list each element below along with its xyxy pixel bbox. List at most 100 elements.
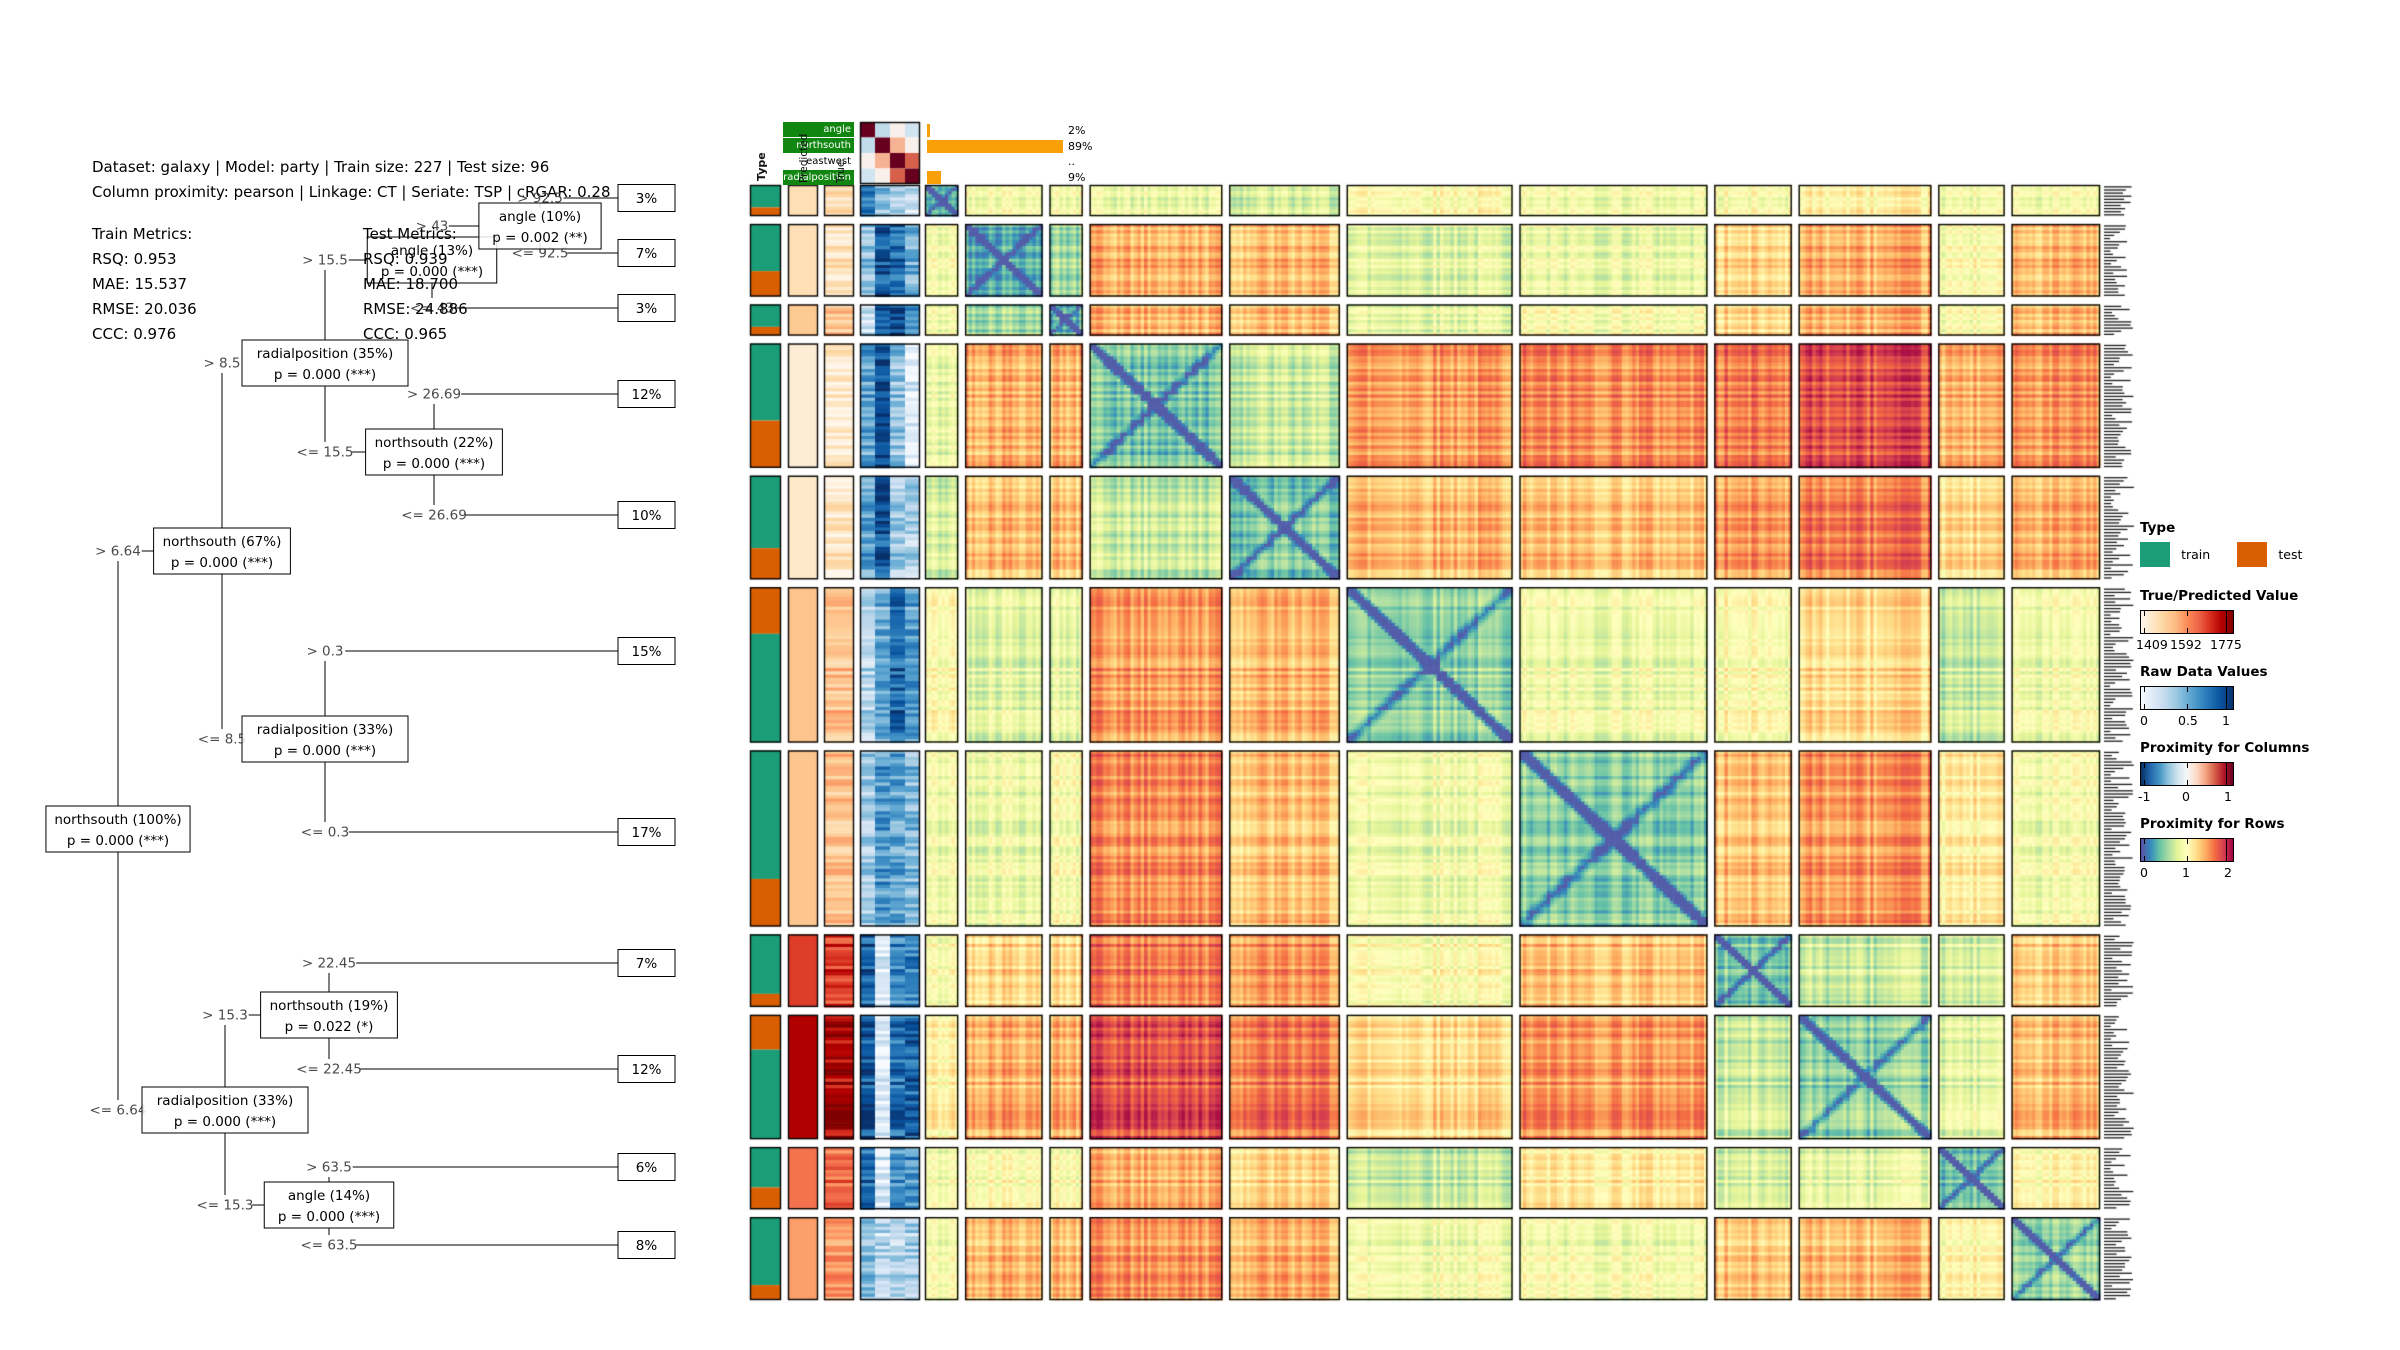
colorbar-tick — [2187, 611, 2188, 616]
test-swatch — [2237, 542, 2268, 567]
tree-node-pvalue: p = 0.022 (*) — [285, 1019, 374, 1035]
importance-bars — [927, 124, 1064, 186]
tree-node-label: angle (10%) — [499, 209, 581, 225]
tree-node-label: northsouth (100%) — [54, 812, 181, 828]
tree-leaf-7 — [617, 949, 676, 977]
tree-node-pvalue: p = 0.000 (***) — [67, 833, 169, 849]
colorbar-tick — [2225, 704, 2227, 709]
importance-label-eastwest: .. — [1068, 155, 1075, 169]
colorbar-tick — [2225, 628, 2227, 633]
variable-name-angle: angle — [783, 122, 854, 137]
raw-tick-min: 0 — [2140, 713, 2148, 728]
decision-tree-svg: > 6.64 <= 6.64 > 8.5 <= 8.5 > 15.5 <= 15.5 > 4… — [45, 184, 676, 1259]
colorbar-tick — [2225, 780, 2227, 785]
tree-edge-label: > 8.5 — [203, 356, 240, 372]
colorbar-tick — [2225, 856, 2227, 861]
tree-node-label: angle (14%) — [288, 1188, 370, 1204]
legend-proxrow: Proximity for Rows 0 1 2 — [2140, 816, 2340, 881]
colorbar-tick — [2187, 839, 2188, 844]
train-metrics: Train Metrics: RSQ: 0.953 MAE: 15.537 RM… — [92, 222, 197, 347]
test-metrics: Test Metrics: RSQ: 0.939 MAE: 18.700 RMS… — [363, 222, 468, 347]
test-metric-ccc: CCC: 0.965 — [363, 325, 448, 343]
tree-node-pvalue: p = 0.000 (***) — [278, 1209, 380, 1225]
tree-node-label: northsouth (67%) — [163, 534, 282, 550]
tree-node-pvalue: p = 0.000 (***) — [171, 555, 273, 571]
tree-edge-label: > 6.64 — [95, 544, 141, 560]
importance-bar-northsouth — [927, 139, 1064, 153]
tree-node-label: northsouth (22%) — [375, 435, 494, 451]
variable-name-northsouth: northsouth — [783, 138, 854, 153]
tree-node-ns22 — [365, 428, 503, 476]
variable-name-eastwest: eastwest — [783, 154, 854, 169]
colorbar-tick — [2225, 611, 2227, 633]
tree-leaf-5 — [617, 637, 676, 665]
value-tick-min: 1409 — [2136, 637, 2168, 652]
train-swatch — [2140, 542, 2170, 567]
tree-leaf-pct: 12% — [631, 1062, 661, 1078]
tree-node-angle10 — [478, 202, 602, 250]
tree-edge-label: <= 15.3 — [197, 1198, 254, 1214]
train-label: train — [2181, 547, 2211, 562]
importance-label-radialposition: 9% — [1068, 170, 1086, 184]
legend-proxrow-title: Proximity for Rows — [2140, 816, 2285, 832]
test-metric-rmse: RMSE: 24.886 — [363, 300, 468, 318]
heatmap-canvas — [748, 118, 2140, 1308]
legend-type-title: Type — [2140, 520, 2176, 536]
legend-raw-title: Raw Data Values — [2140, 664, 2268, 680]
tree-leaf-3 — [617, 380, 676, 408]
test-label: test — [2278, 547, 2303, 562]
tree-node-pvalue: p = 0.000 (***) — [381, 264, 483, 280]
test-metrics-title: Test Metrics: — [363, 225, 457, 243]
tree-node-pvalue: p = 0.000 (***) — [174, 1114, 276, 1130]
tree-leaf-pct: 10% — [631, 508, 661, 524]
train-metric-rmse: RMSE: 20.036 — [92, 300, 197, 318]
tree-edge-label: <= 26.69 — [401, 508, 467, 524]
tree-node-angle14 — [263, 1181, 395, 1229]
tree-node-ns19 — [260, 991, 398, 1039]
test-metric-mae: MAE: 18.700 — [363, 275, 458, 293]
tree-node-label: radialposition (33%) — [257, 722, 393, 738]
colorbar-tick — [2187, 628, 2188, 633]
legend-proxcol: Proximity for Columns -1 0 1 — [2138, 740, 2340, 805]
colorbar-tick — [2143, 704, 2145, 709]
legend-raw: Raw Data Values 0 0.5 1 — [2140, 664, 2340, 729]
tree-edge-label: <= 43 — [410, 301, 454, 317]
tree-leaf-9 — [617, 1153, 676, 1181]
tree-node-root — [45, 805, 191, 853]
tree-leaf-pct: 8% — [636, 1238, 658, 1254]
tree-node-pvalue: p = 0.002 (**) — [492, 230, 587, 246]
colorbar-tick — [2143, 839, 2145, 844]
tree-node-label: radialposition (35%) — [257, 346, 393, 362]
legend-value: True/Predicted Value 1409 1592 1775 — [2136, 588, 2340, 653]
tree-leaf-pct: 3% — [636, 301, 658, 317]
legend-proxcol-title: Proximity for Columns — [2140, 740, 2310, 756]
tree-leaf-1 — [617, 239, 676, 267]
tree-leaf-pct: 3% — [636, 191, 658, 207]
train-metric-mae: MAE: 15.537 — [92, 275, 187, 293]
proxrow-colorbar — [2140, 838, 2234, 862]
proxrow-tick-mid: 1 — [2182, 865, 2190, 880]
colorbar-tick — [2225, 763, 2227, 785]
tree-edge-label: <= 22.45 — [296, 1062, 362, 1078]
tree-node-angle13 — [366, 236, 498, 284]
tree-node-pvalue: p = 0.000 (***) — [274, 367, 376, 383]
importance-label-northsouth: 89% — [1068, 139, 1093, 153]
tree-node-pvalue: p = 0.000 (***) — [383, 456, 485, 472]
tree-node-label: angle (13%) — [391, 243, 473, 259]
tree-leaf-4 — [617, 501, 676, 529]
train-metric-ccc: CCC: 0.976 — [92, 325, 177, 343]
tree-leaf-8 — [617, 1055, 676, 1083]
tree-leaf-pct: 15% — [631, 644, 661, 660]
proxcol-colorbar — [2140, 762, 2234, 786]
tree-node-rp33b — [141, 1086, 309, 1134]
colorbar-tick — [2187, 687, 2188, 692]
tree-edge-label: <= 8.5 — [198, 732, 246, 748]
legend-type: Type train test — [2140, 520, 2340, 567]
tree-leaf-pct: 17% — [631, 825, 661, 841]
tree-node-label: northsouth (19%) — [270, 998, 389, 1014]
importance-labels: 2% 89%.. 9% — [1068, 124, 1092, 186]
tree-leaf-pct: 7% — [636, 956, 658, 972]
train-metrics-title: Train Metrics: — [92, 225, 193, 243]
tree-leaf-pct: 6% — [636, 1160, 658, 1176]
header-line-2: Column proximity: pearson | Linkage: CT … — [92, 183, 611, 201]
